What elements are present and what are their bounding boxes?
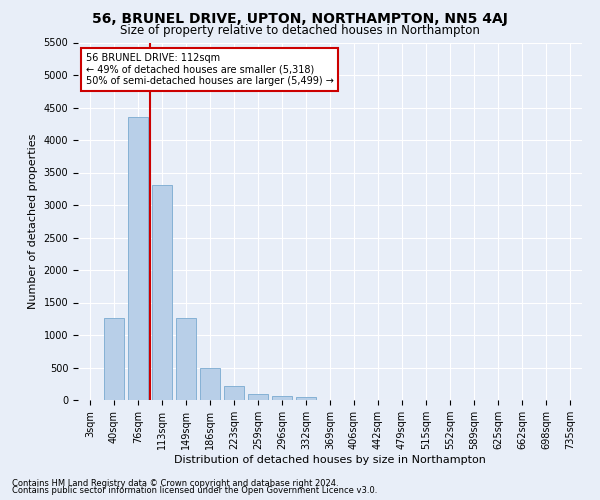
Bar	[152, 185, 172, 400]
Y-axis label: Number of detached properties: Number of detached properties	[28, 134, 38, 309]
Bar	[296, 397, 316, 400]
X-axis label: Distribution of detached houses by size in Northampton: Distribution of detached houses by size …	[174, 455, 486, 465]
Bar	[104, 318, 124, 400]
Text: 56, BRUNEL DRIVE, UPTON, NORTHAMPTON, NN5 4AJ: 56, BRUNEL DRIVE, UPTON, NORTHAMPTON, NN…	[92, 12, 508, 26]
Text: Contains public sector information licensed under the Open Government Licence v3: Contains public sector information licen…	[12, 486, 377, 495]
Text: Contains HM Land Registry data © Crown copyright and database right 2024.: Contains HM Land Registry data © Crown c…	[12, 478, 338, 488]
Bar	[272, 396, 292, 400]
Bar	[176, 318, 196, 400]
Bar	[200, 368, 220, 400]
Bar	[248, 394, 268, 400]
Bar	[224, 386, 244, 400]
Bar	[128, 117, 148, 400]
Text: Size of property relative to detached houses in Northampton: Size of property relative to detached ho…	[120, 24, 480, 37]
Text: 56 BRUNEL DRIVE: 112sqm
← 49% of detached houses are smaller (5,318)
50% of semi: 56 BRUNEL DRIVE: 112sqm ← 49% of detache…	[86, 53, 334, 86]
